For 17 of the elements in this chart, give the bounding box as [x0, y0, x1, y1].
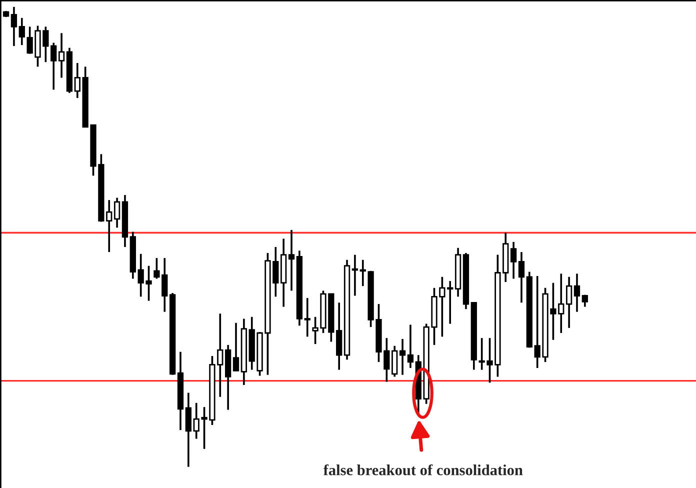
candlestick	[74, 62, 80, 99]
candlestick	[574, 272, 580, 313]
candlestick	[58, 32, 65, 79]
candlestick	[407, 324, 414, 369]
candlestick	[352, 254, 358, 297]
candlestick	[232, 322, 240, 372]
candlestick	[518, 251, 525, 304]
candlestick	[566, 276, 572, 329]
candlestick	[10, 6, 18, 47]
candlestick	[114, 196, 120, 229]
candlestick	[399, 338, 406, 376]
candlestick	[185, 392, 192, 468]
annotation: false breakout of consolidation	[323, 464, 523, 476]
candlestick	[288, 229, 295, 292]
candlestick	[304, 297, 310, 338]
candlestick	[510, 241, 517, 280]
candlestick	[392, 344, 398, 378]
